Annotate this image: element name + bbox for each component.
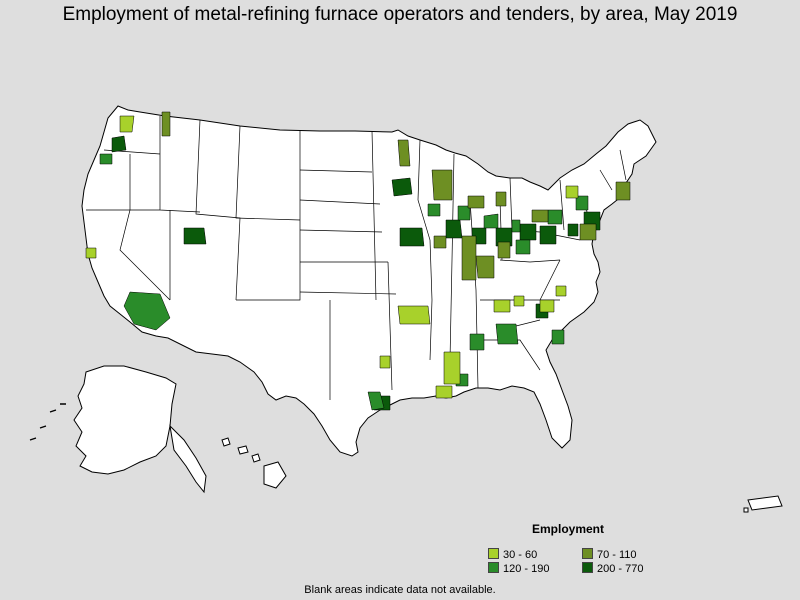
legend-swatch	[488, 548, 499, 559]
legend-swatch	[488, 562, 499, 573]
legend-title: Employment	[532, 522, 605, 536]
legend-item: 200 - 770	[582, 562, 643, 575]
legend-item: 30 - 60	[488, 548, 537, 561]
legend-label: 30 - 60	[503, 549, 538, 561]
legend-item: 120 - 190	[488, 562, 549, 575]
legend-label: 120 - 190	[503, 563, 550, 575]
regions-30-60	[85, 115, 579, 399]
contiguous-us-outline	[81, 105, 657, 457]
puerto-rico	[743, 495, 783, 513]
legend-swatch	[582, 548, 593, 559]
legend-swatch	[582, 562, 593, 573]
map-title: Employment of metal-refining furnace ope…	[62, 4, 738, 25]
map-regions	[85, 111, 631, 411]
legend-item: 70 - 110	[582, 548, 637, 561]
map-legend: Employment 30 - 60 70 - 110 120 - 190 20…	[484, 520, 664, 576]
legend-label: 70 - 110	[597, 549, 637, 561]
alaska-panhandle	[169, 424, 207, 494]
legend-label: 200 - 770	[597, 563, 644, 575]
hawaii-islands	[221, 437, 287, 489]
regions-120-190	[99, 153, 589, 411]
alaska-outline	[73, 365, 177, 475]
regions-70-110	[161, 111, 631, 281]
footnote: Blank areas indicate data not available.	[304, 584, 496, 596]
aleutian-islands	[29, 403, 66, 441]
